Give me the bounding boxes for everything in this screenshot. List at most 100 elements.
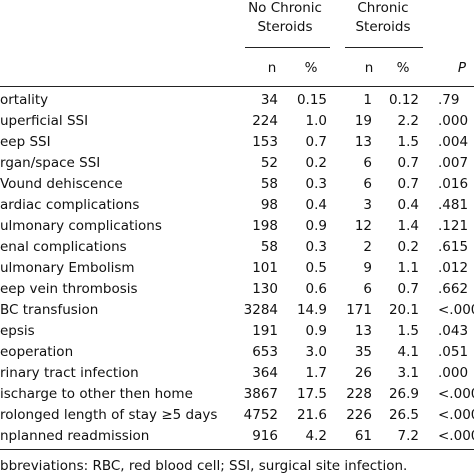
group-header: Steroids	[257, 19, 313, 35]
row-label: epsis	[0, 323, 35, 339]
cell: <.000	[438, 407, 474, 423]
cell: 26.5	[388, 407, 419, 423]
row-label: eep SSI	[0, 134, 51, 150]
cell: 61	[354, 428, 372, 444]
row-label: ulmonary Embolism	[0, 260, 135, 276]
cell: 1.5	[397, 134, 419, 150]
cell: 13	[354, 323, 372, 339]
cell: .016	[438, 176, 469, 192]
row-label: rgan/space SSI	[0, 155, 101, 171]
cell: 52	[260, 155, 278, 171]
cell: 0.7	[397, 176, 419, 192]
group-header: Steroids	[355, 19, 411, 35]
cell: 0.4	[397, 197, 419, 213]
cell: 21.6	[296, 407, 327, 423]
cell: 1.5	[397, 323, 419, 339]
cell: 191	[252, 323, 278, 339]
cell: 0.3	[305, 176, 327, 192]
group-rule	[345, 47, 423, 48]
cell: 14.9	[296, 302, 327, 318]
row-label: ardiac complications	[0, 197, 140, 213]
cell: 26	[354, 365, 372, 381]
column-header: P	[457, 60, 467, 76]
cell: 4.2	[305, 428, 327, 444]
cell: .007	[438, 155, 469, 171]
footnote: bbreviations: RBC, red blood cell; SSI, …	[0, 458, 408, 474]
group-header: No Chronic	[248, 0, 322, 16]
row-label: ortality	[0, 92, 49, 108]
cell: .481	[438, 197, 469, 213]
cell: 228	[346, 386, 372, 402]
cell: 98	[260, 197, 278, 213]
cell: 1.1	[397, 260, 419, 276]
cell: 17.5	[296, 386, 327, 402]
cell: .000	[438, 365, 469, 381]
cell: 3.1	[397, 365, 419, 381]
cell: 101	[252, 260, 278, 276]
cell: 58	[260, 239, 278, 255]
cell: .004	[438, 134, 469, 150]
cell: 0.15	[296, 92, 327, 108]
cell: 1	[363, 92, 372, 108]
cell: 224	[252, 113, 278, 129]
cell: 0.2	[305, 155, 327, 171]
cell: 171	[346, 302, 372, 318]
cell: .121	[438, 218, 469, 234]
row-label: uperficial SSI	[0, 113, 89, 129]
cell: 153	[252, 134, 278, 150]
cell: 198	[252, 218, 278, 234]
cell: <.000	[438, 428, 474, 444]
cell: .051	[438, 344, 469, 360]
row-label: nplanned readmission	[0, 428, 150, 444]
cell: 0.4	[305, 197, 327, 213]
cell: 0.3	[305, 239, 327, 255]
row-label: Vound dehiscence	[0, 176, 123, 192]
bottom-rule	[0, 449, 474, 450]
cell: 19	[354, 113, 372, 129]
cell: 0.6	[305, 281, 327, 297]
cell: 2	[363, 239, 372, 255]
cell: 6	[363, 281, 372, 297]
cell: 13	[354, 134, 372, 150]
cell: .000	[438, 113, 469, 129]
cell: 0.9	[305, 218, 327, 234]
cell: 130	[252, 281, 278, 297]
row-label: rolonged length of stay ≥5 days	[0, 407, 218, 423]
cell: 0.2	[397, 239, 419, 255]
cell: .012	[438, 260, 469, 276]
column-header: %	[304, 60, 318, 76]
cell: .662	[438, 281, 469, 297]
cell: 26.9	[388, 386, 419, 402]
cell: .615	[438, 239, 469, 255]
row-label: BC transfusion	[0, 302, 99, 318]
row-label: eep vein thrombosis	[0, 281, 138, 297]
cell: <.000	[438, 302, 474, 318]
cell: 0.7	[397, 155, 419, 171]
cell: 364	[252, 365, 278, 381]
column-header: n	[267, 60, 277, 76]
cell: 226	[346, 407, 372, 423]
header-rule	[0, 86, 474, 87]
group-header: Chronic	[357, 0, 409, 16]
cell: 0.7	[305, 134, 327, 150]
cell: 3284	[243, 302, 278, 318]
cell: 20.1	[388, 302, 419, 318]
cell: 6	[363, 176, 372, 192]
row-label: eoperation	[0, 344, 74, 360]
cell: 2.2	[397, 113, 419, 129]
cell: 6	[363, 155, 372, 171]
cell: 1.4	[397, 218, 419, 234]
row-label: ulmonary complications	[0, 218, 162, 234]
group-rule	[245, 47, 330, 48]
cell: 7.2	[397, 428, 419, 444]
cell: 3	[363, 197, 372, 213]
cell: .043	[438, 323, 469, 339]
row-label: rinary tract infection	[0, 365, 139, 381]
row-label: ischarge to other then home	[0, 386, 193, 402]
cell: 0.5	[305, 260, 327, 276]
cell: 9	[363, 260, 372, 276]
cell: 4752	[243, 407, 278, 423]
cell: 4.1	[397, 344, 419, 360]
cell: 916	[252, 428, 278, 444]
